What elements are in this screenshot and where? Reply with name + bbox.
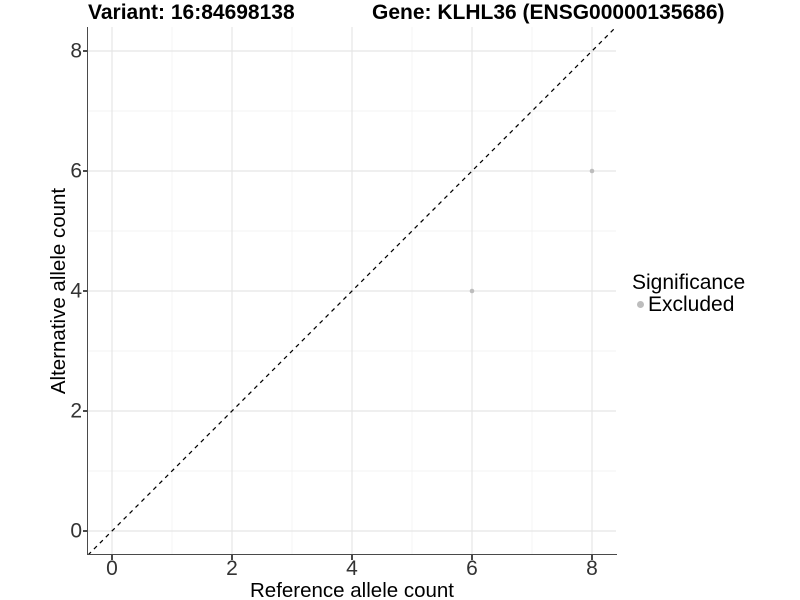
x-tick-label: 2 (226, 557, 238, 580)
gene-title: Gene: KLHL36 (ENSG00000135686) (372, 1, 725, 24)
plot-panel (88, 27, 616, 555)
legend-item-label: Excluded (648, 292, 735, 316)
y-tick-label: 4 (70, 279, 82, 303)
x-axis-title: Reference allele count (250, 579, 454, 600)
legend-item-excluded: Excluded (632, 292, 745, 316)
identity-reference-line (88, 27, 616, 555)
legend: Significance Excluded (632, 271, 746, 316)
y-tick-label: 2 (70, 399, 82, 423)
data-point (469, 288, 475, 294)
x-tick-label: 4 (346, 557, 358, 580)
variant-title: Variant: 16:84698138 (88, 1, 295, 24)
y-tick-mark (83, 410, 88, 412)
x-tick-mark (591, 555, 593, 560)
y-tick-mark (83, 50, 88, 52)
data-point (589, 168, 595, 174)
y-axis-title: Alternative allele count (47, 187, 70, 395)
x-tick-mark (111, 555, 113, 560)
y-tick-mark (83, 290, 88, 292)
x-tick-label: 8 (586, 557, 598, 580)
x-tick-label: 6 (466, 557, 478, 580)
y-tick-label: 0 (70, 519, 82, 543)
plot-canvas (88, 27, 616, 555)
x-tick-mark (471, 555, 473, 560)
x-tick-label: 0 (106, 557, 118, 580)
y-tick-label: 8 (70, 39, 82, 63)
y-tick-mark (83, 530, 88, 532)
y-tick-mark (83, 170, 88, 172)
x-tick-mark (231, 555, 233, 560)
legend-key-dot (637, 300, 644, 308)
y-tick-label: 6 (70, 159, 82, 183)
x-axis-line (86, 553, 618, 555)
x-tick-mark (351, 555, 353, 560)
legend-title: Significance (632, 271, 746, 294)
